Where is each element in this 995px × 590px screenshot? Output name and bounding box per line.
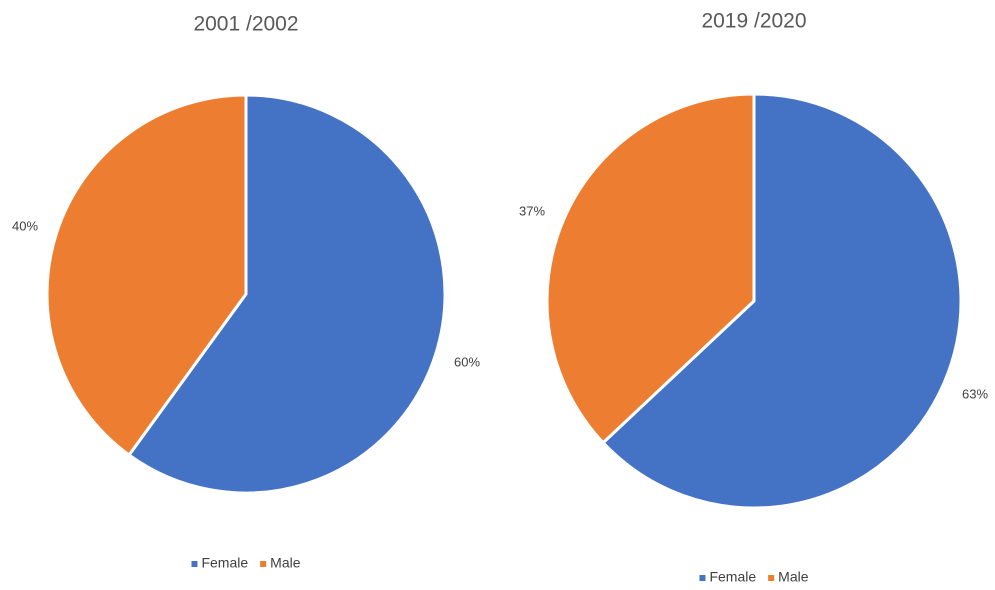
- legend-marker: [768, 575, 775, 581]
- pie-slice: [600, 92, 963, 510]
- data-label: 63%: [962, 386, 988, 401]
- data-label: 40%: [12, 218, 38, 233]
- legend-marker: [191, 561, 198, 567]
- pie-slice: [545, 92, 756, 445]
- chart-title: 2001 /2002: [193, 13, 298, 36]
- pie-slice: [45, 93, 248, 458]
- legend-label: Male: [778, 569, 809, 585]
- legend-marker: [699, 575, 706, 581]
- legend: Female Male: [191, 555, 301, 571]
- legend-marker: [260, 561, 267, 567]
- legend-label: Female: [709, 569, 756, 585]
- legend-label: Male: [270, 555, 301, 571]
- pie-slice: [126, 93, 447, 495]
- data-label: 37%: [519, 203, 545, 218]
- data-label: 60%: [454, 354, 480, 369]
- legend: Female Male: [699, 569, 809, 585]
- chart-title: 2019 /2020: [701, 10, 806, 33]
- legend-label: Female: [201, 555, 248, 571]
